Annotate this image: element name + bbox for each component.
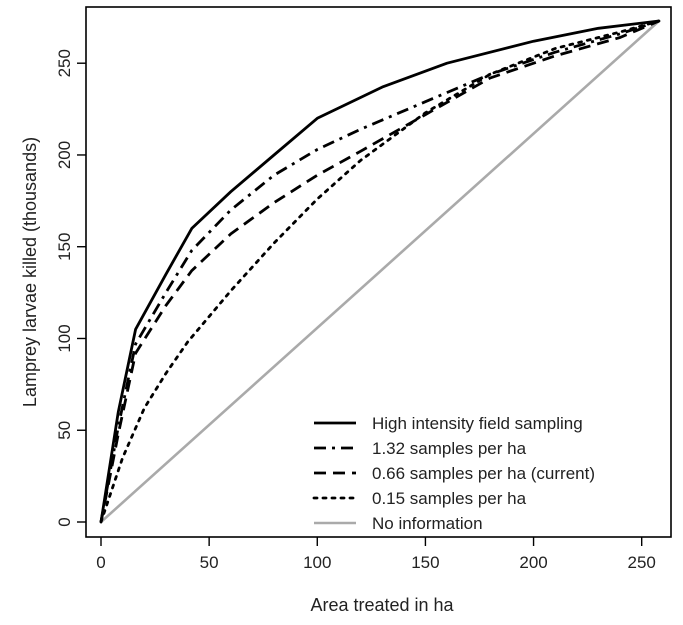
y-axis-title: Lamprey larvae killed (thousands) [20, 137, 40, 407]
y-tick-label: 50 [55, 421, 74, 440]
y-axis: 0 50 100 150 200 250 [55, 49, 86, 527]
y-tick-label: 200 [55, 141, 74, 169]
plot-frame [85, 6, 672, 538]
legend: High intensity field sampling 1.32 sample… [312, 414, 595, 533]
series-line-4 [99, 19, 661, 524]
x-tick-label: 200 [519, 553, 547, 572]
x-tick-label: 150 [411, 553, 439, 572]
legend-label-1: High intensity field sampling [372, 414, 583, 433]
legend-label-5: No information [372, 514, 483, 533]
series-line-3 [99, 19, 660, 523]
x-tick-label: 100 [303, 553, 331, 572]
x-axis: 0 50 100 150 200 250 [96, 537, 656, 572]
series-layer [99, 19, 661, 524]
series-line-5 [100, 20, 660, 523]
x-tick-label: 0 [96, 553, 105, 572]
y-tick-label: 100 [55, 324, 74, 352]
y-tick-label: 150 [55, 233, 74, 261]
x-axis-title: Area treated in ha [310, 595, 454, 615]
legend-label-3: 0.66 samples per ha (current) [372, 464, 595, 483]
series-line-2 [99, 19, 660, 523]
y-tick-label: 0 [55, 517, 74, 526]
legend-label-4: 0.15 samples per ha [372, 489, 527, 508]
y-tick-label: 250 [55, 49, 74, 77]
legend-label-2: 1.32 samples per ha [372, 439, 527, 458]
x-tick-label: 250 [628, 553, 656, 572]
series-line-1 [99, 19, 660, 523]
x-tick-label: 50 [200, 553, 219, 572]
